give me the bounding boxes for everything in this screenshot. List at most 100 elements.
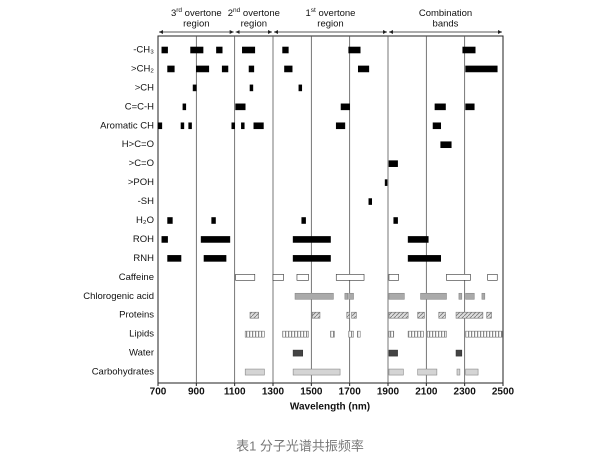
caption: 表1 分子光谱共振频率 — [236, 438, 364, 453]
band-bar — [282, 330, 309, 338]
band-bar — [235, 103, 246, 111]
region-label-line2: region — [317, 19, 343, 30]
x-tick-label: 2100 — [415, 387, 438, 398]
band-bar — [292, 368, 341, 376]
band-bar — [388, 368, 404, 376]
row-label: Water — [129, 348, 154, 359]
band-bar — [253, 122, 264, 130]
region-label: Combination — [419, 8, 472, 19]
band-bar — [244, 368, 265, 376]
region-number: 2 — [228, 8, 233, 19]
x-tick-label: 1900 — [377, 387, 400, 398]
row-label: >CH — [135, 82, 154, 93]
band-bar — [462, 46, 476, 54]
row-label: >POH — [128, 177, 154, 188]
band-bar — [388, 292, 405, 300]
band-bar — [465, 65, 498, 73]
band-bar — [348, 46, 361, 54]
band-bar — [190, 46, 204, 54]
region-text: overtone — [182, 8, 222, 19]
row-label: -CH₃ — [133, 45, 154, 56]
x-axis-label: Wavelength (nm) — [290, 402, 370, 413]
x-tick-label: 2300 — [454, 387, 477, 398]
band-bar — [296, 274, 309, 281]
band-bar — [348, 292, 354, 300]
band-bar — [298, 84, 303, 92]
band-bar — [388, 349, 398, 357]
x-tick-label: 700 — [150, 387, 167, 398]
region-number: 1 — [306, 8, 311, 19]
band-bar — [487, 274, 498, 281]
band-bar — [192, 84, 197, 92]
band-bar — [465, 292, 475, 300]
band-bar — [335, 274, 365, 281]
band-bar — [200, 236, 231, 243]
band-bar — [211, 217, 216, 224]
x-tick-label: 2500 — [492, 387, 515, 398]
band-bar — [486, 311, 492, 319]
band-bar — [282, 46, 289, 54]
x-tick-label: 1100 — [224, 387, 246, 398]
row-label: C=C-H — [125, 101, 154, 112]
band-bar — [221, 65, 229, 73]
band-bar — [388, 330, 395, 338]
band-bar — [340, 103, 350, 111]
region-label: 1st overtone — [306, 7, 356, 19]
band-bar — [440, 141, 452, 149]
band-bar — [167, 255, 182, 262]
band-bar — [346, 311, 350, 319]
band-bar — [244, 330, 265, 338]
band-bar — [203, 255, 227, 262]
band-bar — [241, 122, 245, 130]
band-bar — [465, 368, 479, 376]
region-superscript: rd — [176, 7, 182, 14]
band-bar — [242, 46, 256, 54]
band-bar — [292, 236, 331, 243]
band-bar — [384, 179, 388, 186]
row-label: Caffeine — [119, 272, 154, 283]
band-bar — [388, 274, 399, 281]
region-label: 2nd overtone — [228, 7, 280, 19]
band-bar — [182, 103, 187, 111]
band-bar — [351, 311, 357, 319]
row-label: Chlorogenic acid — [83, 291, 154, 302]
row-label: ROH — [133, 234, 154, 245]
region-label: 3rd overtone — [171, 7, 222, 19]
region-label-line2: bands — [433, 19, 459, 30]
band-bar — [167, 217, 173, 224]
row-label: RNH — [133, 253, 154, 264]
row-label: Aromatic CH — [100, 120, 154, 131]
band-bar — [420, 292, 447, 300]
x-tick-label: 1500 — [300, 387, 323, 398]
band-bar — [455, 349, 463, 357]
band-bar — [335, 122, 346, 130]
band-bar — [465, 330, 503, 338]
band-bar — [311, 311, 321, 319]
x-tick-label: 900 — [188, 387, 205, 398]
band-bar — [248, 65, 255, 73]
band-bar — [368, 198, 373, 205]
band-bar — [456, 368, 461, 376]
band-bar — [344, 292, 349, 300]
band-bar — [407, 236, 429, 243]
region-text: overtone — [240, 8, 280, 19]
band-bar — [438, 311, 446, 319]
band-bar — [348, 330, 354, 338]
band-bar — [465, 103, 475, 111]
band-bar — [455, 311, 484, 319]
band-bar — [417, 311, 425, 319]
band-bar — [407, 255, 442, 262]
region-label-line2: region — [183, 19, 209, 30]
band-bar — [249, 311, 259, 319]
band-bar — [417, 368, 438, 376]
row-label: Proteins — [119, 310, 154, 321]
band-bar — [272, 274, 284, 281]
band-bar — [393, 217, 398, 224]
row-label: H₂O — [136, 215, 154, 226]
band-bar — [434, 103, 446, 111]
band-bar — [481, 292, 486, 300]
band-bar — [161, 236, 168, 243]
row-label: >C=O — [129, 158, 154, 169]
band-bar — [458, 292, 463, 300]
